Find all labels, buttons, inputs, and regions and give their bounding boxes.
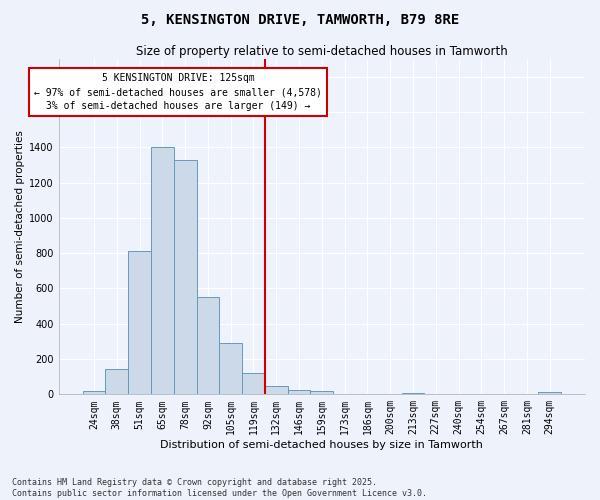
Y-axis label: Number of semi-detached properties: Number of semi-detached properties bbox=[15, 130, 25, 323]
Bar bbox=[287, 390, 310, 394]
Bar bbox=[310, 391, 333, 394]
Text: 5 KENSINGTON DRIVE: 125sqm
← 97% of semi-detached houses are smaller (4,578)
3% : 5 KENSINGTON DRIVE: 125sqm ← 97% of semi… bbox=[34, 74, 322, 112]
Text: Contains HM Land Registry data © Crown copyright and database right 2025.
Contai: Contains HM Land Registry data © Crown c… bbox=[12, 478, 427, 498]
Bar bbox=[197, 298, 219, 394]
X-axis label: Distribution of semi-detached houses by size in Tamworth: Distribution of semi-detached houses by … bbox=[160, 440, 483, 450]
Bar bbox=[174, 160, 197, 394]
Bar bbox=[219, 343, 242, 394]
Text: 5, KENSINGTON DRIVE, TAMWORTH, B79 8RE: 5, KENSINGTON DRIVE, TAMWORTH, B79 8RE bbox=[141, 12, 459, 26]
Bar bbox=[106, 369, 128, 394]
Bar bbox=[128, 252, 151, 394]
Bar bbox=[151, 148, 174, 394]
Bar bbox=[538, 392, 561, 394]
Bar bbox=[401, 392, 424, 394]
Bar bbox=[242, 373, 265, 394]
Bar bbox=[83, 391, 106, 394]
Bar bbox=[265, 386, 287, 394]
Title: Size of property relative to semi-detached houses in Tamworth: Size of property relative to semi-detach… bbox=[136, 45, 508, 58]
